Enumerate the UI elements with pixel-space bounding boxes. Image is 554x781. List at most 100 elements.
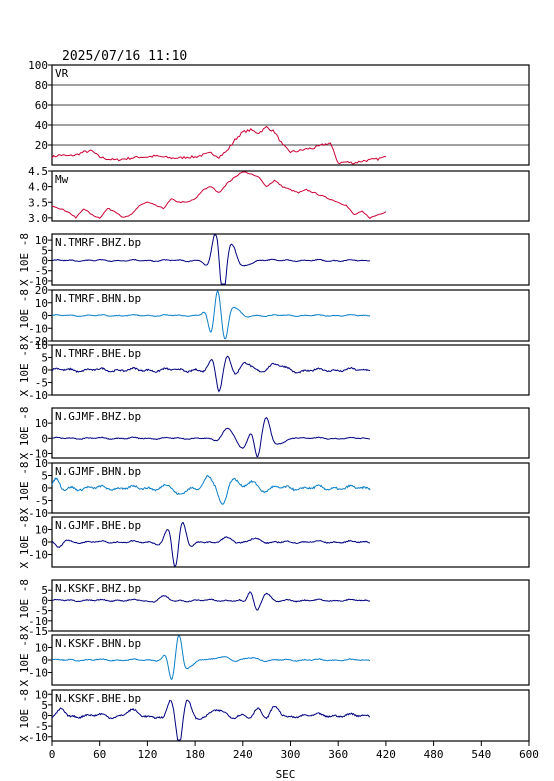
y-tick-label: 20 <box>35 139 48 152</box>
plot-timestamp: 2025/07/16 11:10 <box>62 49 188 64</box>
y-tick-label: -10 <box>28 507 48 520</box>
trace-line <box>51 355 371 393</box>
y-axis-label: X 10E -8 <box>18 344 31 397</box>
x-tick-label: 0 <box>49 748 56 761</box>
y-tick-label: 40 <box>35 119 48 132</box>
y-axis-label: X 10E -8 <box>18 516 31 569</box>
y-tick-label: 0 <box>41 710 48 723</box>
trace-line <box>51 522 371 567</box>
y-axis-label: X 10E -8 <box>18 579 31 632</box>
y-tick-label: -10 <box>28 549 48 562</box>
x-tick-label: 60 <box>93 748 106 761</box>
y-tick-label: 80 <box>35 79 48 92</box>
y-axis-label: X 10E -8 <box>18 233 31 286</box>
y-tick-label: 5 <box>41 584 48 597</box>
trace-line <box>51 635 371 681</box>
y-tick-label: -10 <box>28 731 48 744</box>
panel-kskf-bhn <box>48 634 530 686</box>
y-tick-label: 0 <box>41 594 48 607</box>
panel-tmrf-bhe <box>48 344 530 396</box>
panel-label: N.TMRF.BHN.bp <box>55 292 141 305</box>
y-tick-label: 4.5 <box>28 165 48 178</box>
panel-label: N.GJMF.BHN.bp <box>55 465 141 478</box>
x-axis-label: SEC <box>276 768 296 781</box>
trace-line <box>51 591 370 611</box>
panel-frame <box>51 170 530 222</box>
y-tick-label: 0 <box>41 310 48 323</box>
y-tick-label: 0 <box>41 536 48 549</box>
y-tick-label: 10 <box>35 642 48 655</box>
y-tick-label: 10 <box>35 339 48 352</box>
x-tick-label: 600 <box>519 748 539 761</box>
x-tick-label: 480 <box>424 748 444 761</box>
panel-gjmf-bhn <box>48 462 530 514</box>
panel-tmrf-bhn <box>48 289 530 342</box>
y-tick-label: 5 <box>41 470 48 483</box>
trace-line <box>51 474 371 505</box>
trace-line <box>51 699 371 741</box>
y-tick-label: -10 <box>28 275 48 288</box>
y-tick-label: 4.0 <box>28 181 48 194</box>
x-tick-label: 540 <box>471 748 491 761</box>
y-tick-label: 10 <box>35 524 48 537</box>
y-tick-label: -15 <box>28 625 48 638</box>
x-tick-label: 240 <box>233 748 253 761</box>
y-tick-label: 10 <box>35 688 48 701</box>
panel-label: VR <box>55 67 69 80</box>
y-axis-label: X 10E -8 <box>18 462 31 515</box>
y-tick-label: 0 <box>41 255 48 268</box>
x-tick-label: 420 <box>376 748 396 761</box>
trace-line <box>51 234 371 285</box>
y-tick-label: 10 <box>35 457 48 470</box>
trace-line <box>51 171 387 220</box>
y-tick-label: 3.5 <box>28 196 48 209</box>
panel-vr <box>48 64 530 166</box>
y-tick-label: -10 <box>28 667 48 680</box>
x-tick-label: 300 <box>281 748 301 761</box>
y-tick-label: 0 <box>41 432 48 445</box>
panel-label: N.TMRF.BHZ.bp <box>55 236 141 249</box>
panel-label: N.GJMF.BHE.bp <box>55 519 141 532</box>
y-tick-label: -10 <box>28 447 48 460</box>
trace-line <box>51 416 371 458</box>
y-tick-label: 3.0 <box>28 212 48 225</box>
panel-gjmf-bhz <box>48 407 530 459</box>
y-tick-label: -20 <box>28 335 48 348</box>
y-tick-label: 5 <box>41 352 48 365</box>
y-axis-label: X 10E -8 <box>18 407 31 460</box>
panel-label: N.KSKF.BHZ.bp <box>55 582 141 595</box>
y-tick-label: 10 <box>35 297 48 310</box>
y-tick-label: -5 <box>35 377 48 390</box>
panel-label: N.TMRF.BHE.bp <box>55 347 141 360</box>
y-tick-label: 10 <box>35 417 48 430</box>
y-tick-label: -10 <box>28 322 48 335</box>
y-axis-label: X 10E -8 <box>18 289 31 342</box>
x-tick-label: 120 <box>137 748 157 761</box>
y-tick-label: -10 <box>28 389 48 402</box>
y-tick-label: 10 <box>35 234 48 247</box>
y-tick-label: 5 <box>41 244 48 257</box>
panel-label: N.GJMF.BHZ.bp <box>55 410 141 423</box>
panel-kskf-bhz <box>48 579 530 632</box>
panel-frame <box>51 407 530 459</box>
panel-frame <box>51 64 530 166</box>
y-tick-label: 60 <box>35 99 48 112</box>
x-tick-label: 180 <box>185 748 205 761</box>
y-tick-label: 0 <box>41 654 48 667</box>
panel-frame <box>51 233 530 286</box>
y-tick-label: 0 <box>41 482 48 495</box>
panel-label: Mw <box>55 173 69 186</box>
y-tick-label: -5 <box>35 605 48 618</box>
y-axis-label: X 10E -8 <box>18 689 31 742</box>
y-tick-label: -5 <box>35 265 48 278</box>
y-tick-label: -5 <box>35 495 48 508</box>
y-tick-label: 100 <box>28 59 48 72</box>
panel-gjmf-bhe <box>48 516 530 568</box>
panel-frame <box>51 579 530 632</box>
y-tick-label: 20 <box>35 284 48 297</box>
y-axis-label: X 10E -8 <box>18 634 31 687</box>
y-tick-label: -10 <box>28 615 48 628</box>
panel-tmrf-bhz <box>48 233 530 286</box>
panel-label: N.KSKF.BHN.bp <box>55 637 141 650</box>
